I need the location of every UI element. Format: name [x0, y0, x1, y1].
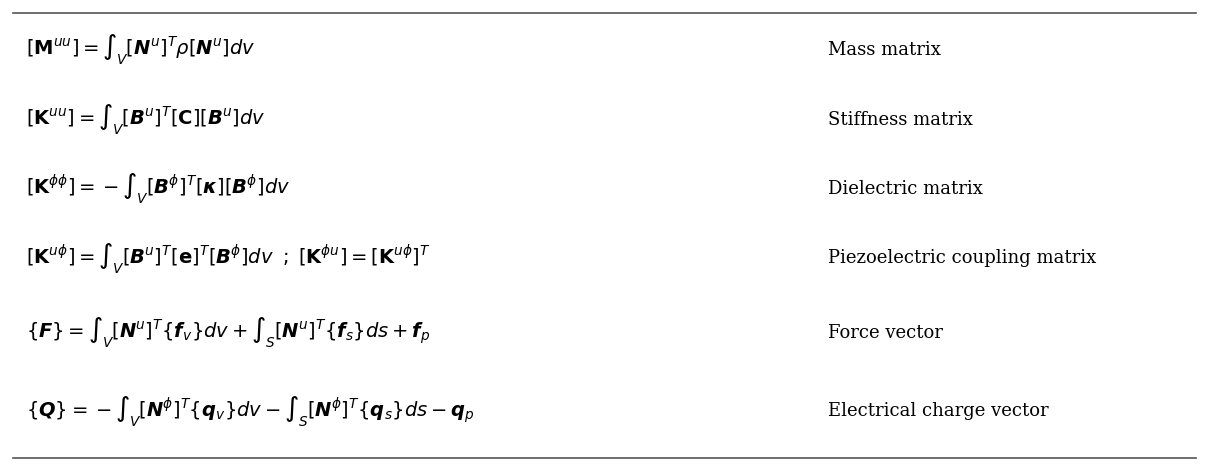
- Text: Mass matrix: Mass matrix: [828, 41, 941, 59]
- Text: $\left[\mathbf{M}^{uu}\right]=\int_V\left[\boldsymbol{N}^{u}\right]^T\rho\left[\: $\left[\mathbf{M}^{uu}\right]=\int_V\lef…: [25, 33, 255, 67]
- Text: Electrical charge vector: Electrical charge vector: [828, 402, 1048, 420]
- Text: Piezoelectric coupling matrix: Piezoelectric coupling matrix: [828, 249, 1095, 267]
- Text: Dielectric matrix: Dielectric matrix: [828, 180, 983, 198]
- Text: $\{\boldsymbol{Q}\}=-\int_V\left[\boldsymbol{N}^{\phi}\right]^T\{\boldsymbol{q}_: $\{\boldsymbol{Q}\}=-\int_V\left[\boldsy…: [25, 394, 474, 429]
- Text: $\left[\mathbf{K}^{\phi\phi}\right]=-\int_V\left[\boldsymbol{B}^{\phi}\right]^T\: $\left[\mathbf{K}^{\phi\phi}\right]=-\in…: [25, 172, 290, 206]
- Text: $\{\boldsymbol{F}\}=\int_V\left[\boldsymbol{N}^{u}\right]^T\{\boldsymbol{f}_v\}d: $\{\boldsymbol{F}\}=\int_V\left[\boldsym…: [25, 315, 430, 350]
- Text: $\left[\mathbf{K}^{u\phi}\right]=\int_V\left[\boldsymbol{B}^{u}\right]^T\left[\m: $\left[\mathbf{K}^{u\phi}\right]=\int_V\…: [25, 241, 430, 276]
- Text: Stiffness matrix: Stiffness matrix: [828, 110, 972, 129]
- Text: Force vector: Force vector: [828, 323, 943, 342]
- Text: $\left[\mathbf{K}^{uu}\right]=\int_V\left[\boldsymbol{B}^{u}\right]^T\left[\math: $\left[\mathbf{K}^{uu}\right]=\int_V\lef…: [25, 103, 265, 137]
